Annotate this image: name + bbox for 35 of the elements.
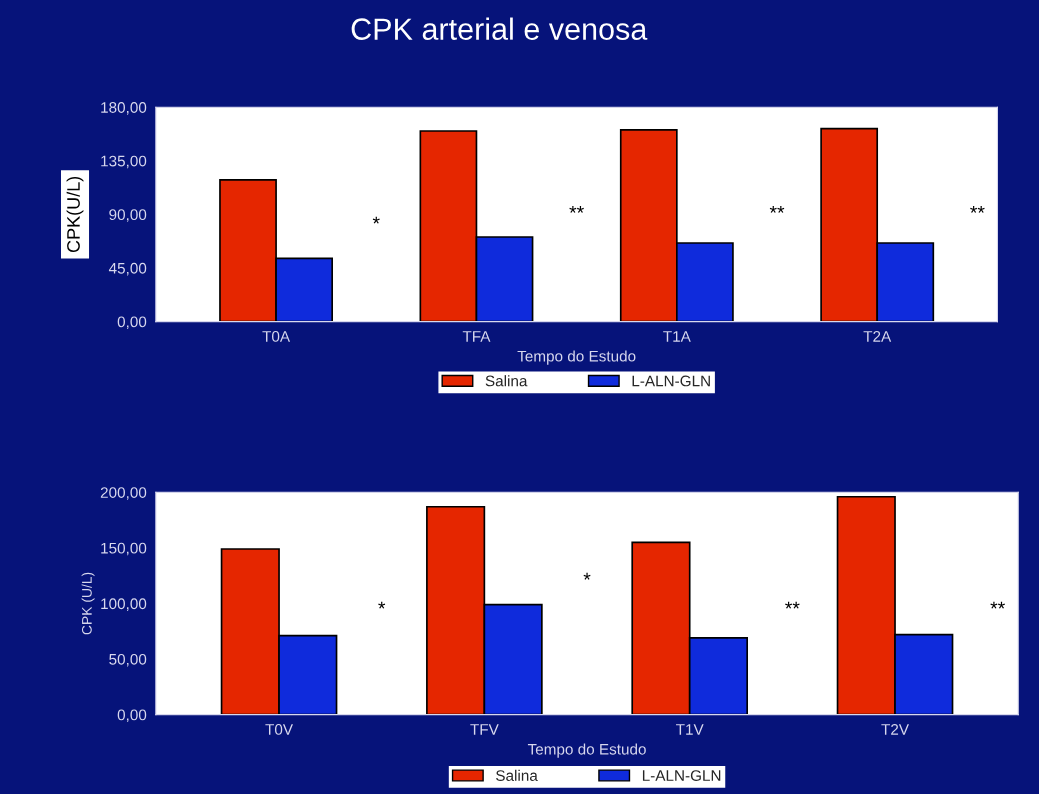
x-tick-label: T0A (262, 331, 291, 342)
x-axis-title: Tempo do Estudo (527, 743, 646, 758)
annotation: * (372, 216, 380, 224)
x-tick-label: T0V (265, 724, 293, 735)
y-tick-label: 150,00 (101, 542, 147, 556)
y-axis-title: CPK (U/L) (81, 572, 95, 635)
x-tick-label: T1V (676, 724, 704, 735)
y-tick-label: 180,00 (101, 102, 147, 115)
legend-label: Salina (496, 769, 538, 781)
y-tick-label: 50,00 (109, 653, 147, 667)
x-tick-label: T2V (881, 724, 909, 735)
x-tick-label: TFA (462, 331, 491, 342)
x-tick-label: T1A (663, 331, 691, 342)
chart-title: CPK arterial e venosa (351, 17, 648, 40)
y-tick-label: 45,00 (108, 262, 147, 276)
legend-label: L-ALN-GLN (642, 770, 721, 781)
annotation: ** (785, 601, 800, 609)
annotation: ** (769, 206, 785, 213)
x-axis-title: Tempo do Estudo (517, 350, 636, 365)
annotation: ** (970, 206, 985, 213)
y-tick-label: 200,00 (100, 487, 147, 500)
y-tick-label: 135,00 (101, 155, 147, 169)
annotation: ** (990, 601, 1005, 609)
legend-label: Salina (485, 375, 528, 387)
annotation: * (378, 601, 386, 609)
y-tick-label: 0,00 (117, 316, 147, 330)
annotation: * (583, 572, 591, 580)
annotation: ** (569, 206, 584, 213)
y-tick-label: 0,00 (117, 709, 147, 723)
y-tick-label: 90,00 (109, 209, 147, 222)
x-tick-label: TFV (470, 724, 499, 735)
y-axis-title: CPK(U/L) (66, 176, 84, 253)
legend-label: L-ALN-GLN (632, 375, 710, 387)
x-tick-label: T2A (863, 331, 892, 342)
y-tick-label: 100,00 (101, 598, 147, 611)
